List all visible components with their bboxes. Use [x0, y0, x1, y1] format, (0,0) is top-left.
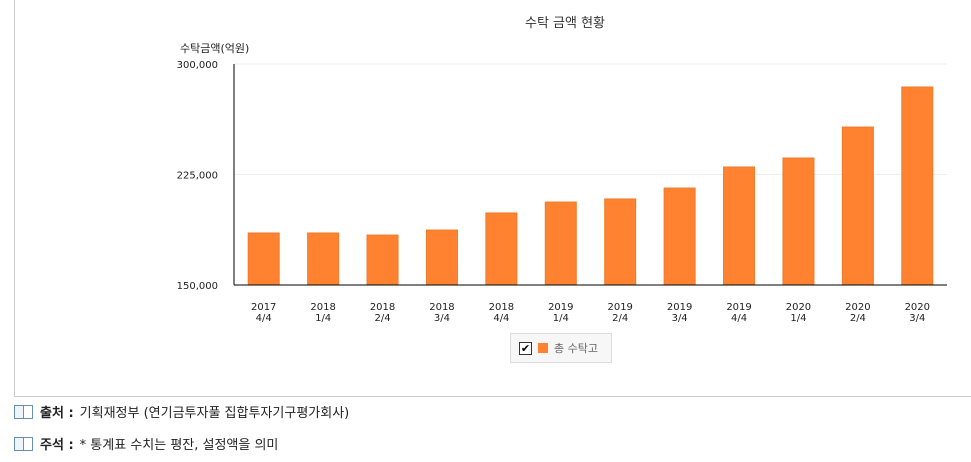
bar — [425, 229, 458, 286]
y-tick-label: 150,000 — [177, 281, 218, 292]
bar — [366, 234, 399, 286]
x-tick-label: 1/4 — [790, 313, 806, 324]
x-tick-label: 2020 — [905, 302, 930, 313]
x-tick-label: 2019 — [667, 302, 692, 313]
x-tick-label: 3/4 — [434, 313, 450, 324]
legend-label: 총 수탁고 — [554, 342, 598, 355]
x-tick-label: 2019 — [726, 302, 751, 313]
bar — [723, 166, 756, 286]
x-tick-label: 2/4 — [374, 313, 390, 324]
bar — [544, 201, 577, 286]
x-tick-label: 3/4 — [909, 313, 925, 324]
bar — [247, 232, 280, 286]
chart-title: 수탁 금액 현황 — [524, 16, 606, 31]
y-axis-label: 수탁금액(억원) — [180, 42, 250, 55]
x-tick-label: 1/4 — [553, 313, 569, 324]
legend-swatch — [538, 343, 548, 353]
legend-checkbox[interactable]: ✔ — [519, 341, 532, 355]
x-tick-label: 2/4 — [850, 313, 866, 324]
bar — [901, 86, 934, 286]
x-tick-label: 1/4 — [315, 313, 331, 324]
book-icon — [14, 404, 34, 420]
legend[interactable]: ✔ 총 수탁고 — [510, 333, 612, 363]
footnote-text: * 통계표 수치는 평잔, 설정액을 의미 — [79, 438, 279, 453]
chart-frame — [14, 0, 971, 397]
x-tick-label: 2018 — [489, 302, 514, 313]
x-tick-label: 2019 — [548, 302, 573, 313]
bar — [782, 157, 815, 286]
footnote: 주석 : * 통계표 수치는 평잔, 설정액을 의미 — [14, 434, 278, 453]
x-tick-label: 2017 — [251, 302, 276, 313]
x-tick-label: 2/4 — [612, 313, 628, 324]
footnote-label: 주석 : — [40, 438, 74, 453]
y-tick-label: 300,000 — [177, 60, 218, 71]
x-tick-label: 3/4 — [672, 313, 688, 324]
x-tick-label: 4/4 — [256, 313, 272, 324]
x-tick-label: 2018 — [310, 302, 335, 313]
bar — [604, 198, 637, 286]
x-tick-label: 4/4 — [493, 313, 509, 324]
x-tick-label: 2018 — [429, 302, 454, 313]
bar — [485, 212, 518, 286]
bar — [663, 187, 696, 286]
bar-chart: 150,000225,000300,00020174/420181/420182… — [177, 60, 947, 324]
y-tick-label: 225,000 — [177, 171, 218, 182]
book-icon — [14, 436, 34, 452]
x-tick-label: 2018 — [370, 302, 395, 313]
x-tick-label: 4/4 — [731, 313, 747, 324]
source-note: 출처 : 기획재정부 (연기금투자풀 집합투자기구평가회사) — [14, 402, 349, 421]
bar — [307, 232, 340, 286]
source-label: 출처 : — [40, 406, 74, 421]
source-text: 기획재정부 (연기금투자풀 집합투자기구평가회사) — [79, 406, 350, 421]
x-tick-label: 2019 — [607, 302, 632, 313]
bar — [841, 126, 874, 286]
x-tick-label: 2020 — [786, 302, 811, 313]
x-tick-label: 2020 — [845, 302, 870, 313]
